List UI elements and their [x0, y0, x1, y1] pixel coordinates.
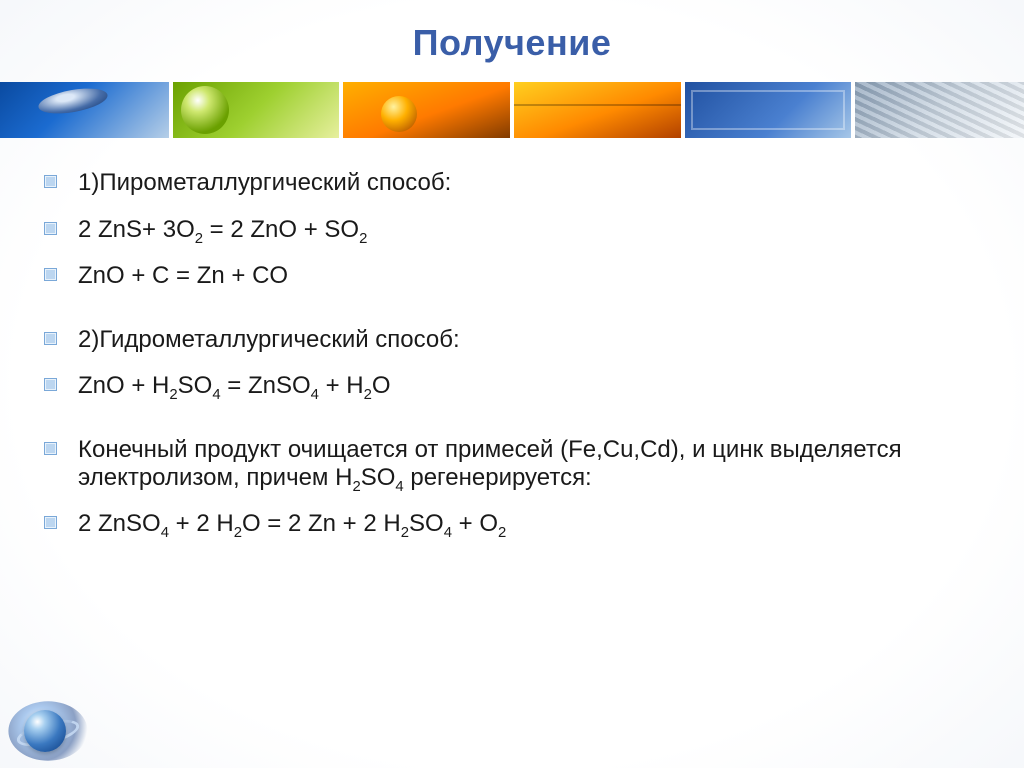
bullet-line: 1)Пирометаллургический способ:: [78, 164, 984, 202]
square-bullet-icon: [44, 175, 57, 188]
logo-sphere: [24, 710, 66, 752]
line-text: Конечный продукт очищается от примесей (…: [78, 436, 902, 491]
banner-seg-keyboard: [853, 82, 1024, 138]
banner-separator: [339, 82, 343, 138]
square-bullet-icon: [44, 442, 57, 455]
line-text: 2)Гидрометаллургический способ:: [78, 326, 460, 353]
line-text: 1)Пирометаллургический способ:: [78, 169, 451, 196]
content-area: 1)Пирометаллургический способ: 2 ZnS+ 3O…: [0, 138, 1024, 543]
square-bullet-icon: [44, 268, 57, 281]
slide-title: Получение: [0, 22, 1024, 64]
banner-seg-hand: [512, 82, 683, 138]
bullet-line: 2 ZnSO4 + 2 H2O = 2 Zn + 2 H2SO4 + O2: [78, 505, 984, 543]
banner-separator: [681, 82, 685, 138]
logo-globe-icon: [12, 704, 84, 758]
square-bullet-icon: [44, 378, 57, 391]
banner-seg-chip: [683, 82, 854, 138]
banner-separator: [510, 82, 514, 138]
bullet-line: ZnO + H2SO4 = ZnSO4 + H2O: [78, 367, 984, 405]
banner-separator: [169, 82, 173, 138]
banner-separator: [851, 82, 855, 138]
line-text: ZnO + C = Zn + CO: [78, 262, 288, 289]
line-text: ZnO + H2SO4 = ZnSO4 + H2O: [78, 372, 391, 399]
square-bullet-icon: [44, 332, 57, 345]
image-banner: [0, 82, 1024, 138]
bullet-line: 2)Гидрометаллургический способ:: [78, 321, 984, 359]
square-bullet-icon: [44, 222, 57, 235]
bullet-line: 2 ZnS+ 3O2 = 2 ZnO + SO2: [78, 211, 984, 249]
banner-seg-globe: [171, 82, 342, 138]
banner-seg-mouse: [0, 82, 171, 138]
square-bullet-icon: [44, 516, 57, 529]
bullet-line: ZnO + C = Zn + CO: [78, 257, 984, 295]
title-area: Получение: [0, 0, 1024, 64]
line-text: 2 ZnS+ 3O2 = 2 ZnO + SO2: [78, 216, 367, 243]
banner-seg-binary: [341, 82, 512, 138]
bullet-line: Конечный продукт очищается от примесей (…: [78, 431, 984, 496]
line-text: 2 ZnSO4 + 2 H2O = 2 Zn + 2 H2SO4 + O2: [78, 510, 506, 537]
